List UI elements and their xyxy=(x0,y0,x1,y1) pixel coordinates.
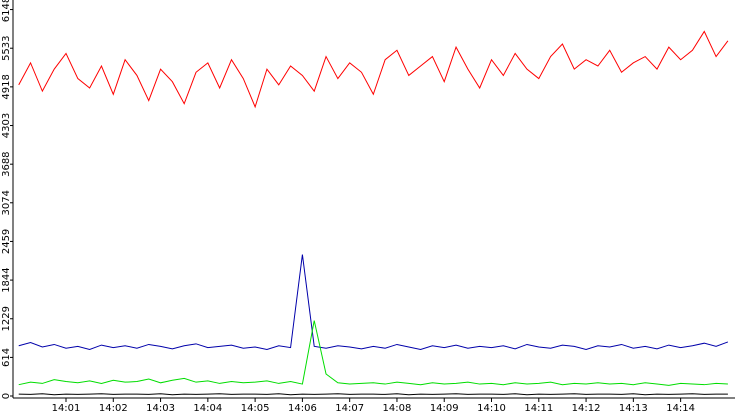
y-tick-label: 2459 xyxy=(1,229,12,254)
y-tick-label: 1229 xyxy=(1,306,12,331)
y-tick-label: 6148 xyxy=(1,0,12,22)
x-tick-label: 14:05 xyxy=(241,403,270,414)
x-tick-label: 14:07 xyxy=(335,403,364,414)
y-tick-label: 5533 xyxy=(1,35,12,60)
x-tick-label: 14:10 xyxy=(477,403,506,414)
y-tick-label: 3688 xyxy=(1,151,12,176)
x-tick-label: 14:14 xyxy=(666,403,695,414)
y-tick-label: 4918 xyxy=(1,74,12,99)
series-line xyxy=(18,30,729,109)
series-line xyxy=(18,254,729,351)
x-tick-label: 14:02 xyxy=(99,403,128,414)
x-tick-label: 14:09 xyxy=(430,403,459,414)
series-line xyxy=(18,320,728,386)
y-tick-label: 1844 xyxy=(1,267,12,292)
series-line xyxy=(18,393,728,396)
x-tick-label: 14:13 xyxy=(619,403,648,414)
x-tick-label: 14:12 xyxy=(572,403,601,414)
y-tick-label: 4303 xyxy=(1,113,12,138)
y-tick-label: 3074 xyxy=(1,190,12,215)
x-tick-label: 14:11 xyxy=(524,403,553,414)
x-tick-label: 14:01 xyxy=(52,403,81,414)
y-tick-label: 614 xyxy=(1,348,12,367)
y-tick-label: 0 xyxy=(1,393,12,399)
x-tick-label: 14:08 xyxy=(383,403,412,414)
x-tick-label: 14:03 xyxy=(146,403,175,414)
x-tick-label: 14:04 xyxy=(193,403,222,414)
x-tick-label: 14:06 xyxy=(288,403,317,414)
